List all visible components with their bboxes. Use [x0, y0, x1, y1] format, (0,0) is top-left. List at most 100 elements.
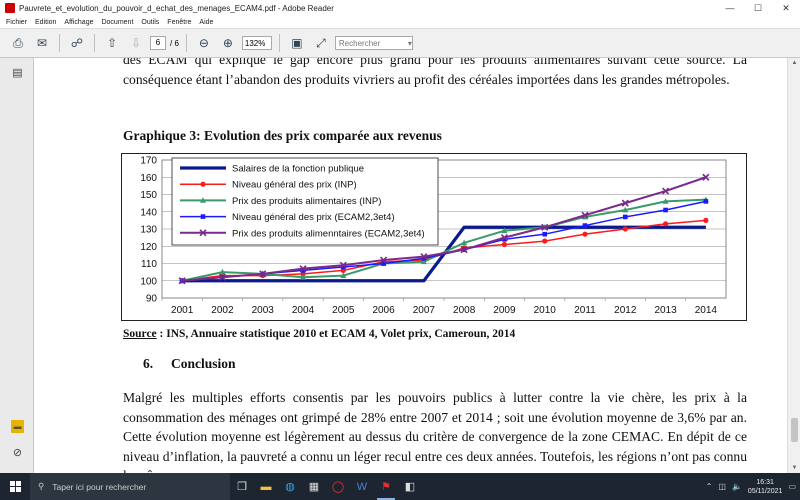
next-page-icon[interactable]: ⇩	[130, 36, 142, 50]
data-point-3	[381, 261, 386, 266]
data-point-4	[339, 261, 347, 269]
x-tick-label: 2014	[695, 305, 718, 316]
x-tick-label: 2001	[171, 305, 194, 316]
attachment-icon[interactable]: ⊘	[12, 447, 23, 459]
menu-outils[interactable]: Outils	[141, 18, 160, 26]
data-point-2	[300, 274, 306, 280]
toolbar-divider	[185, 34, 187, 52]
menu-fenetre[interactable]: Fenêtre	[167, 18, 192, 26]
y-tick-label: 170	[140, 156, 157, 167]
menu-edition[interactable]: Edition	[35, 18, 57, 26]
scroll-up-icon[interactable]: ▲	[791, 60, 798, 66]
menu-aide[interactable]: Aide	[199, 18, 214, 26]
volume-icon[interactable]: 🔈	[731, 482, 742, 491]
edge-icon[interactable]: ◍	[285, 481, 295, 493]
data-point-4	[581, 211, 589, 219]
word-icon[interactable]: W	[356, 480, 368, 493]
fit-width-icon[interactable]: ⤢	[316, 35, 326, 50]
x-tick-label: 2003	[252, 305, 275, 316]
title-bar: Pauvrete_et_evolution_du_pouvoir_d_echat…	[0, 0, 800, 16]
data-point-2	[420, 258, 427, 265]
search-input[interactable]: Rechercher ▾	[334, 36, 413, 50]
scroll-down-icon[interactable]: ▼	[791, 465, 798, 471]
notification-icon[interactable]: ▭	[788, 482, 796, 491]
taskbar-search-input[interactable]: ⚲ Taper ici pour rechercher	[30, 473, 230, 500]
page-number-input[interactable]: 6	[150, 36, 166, 50]
y-tick-label: 150	[140, 190, 157, 201]
data-point-4	[500, 234, 508, 242]
vertical-scrollbar[interactable]: ▲ ▼	[787, 58, 800, 473]
menu-fichier[interactable]: Fichier	[6, 18, 28, 26]
data-point-4	[259, 270, 267, 278]
y-tick-label: 110	[141, 259, 157, 270]
data-point-1	[582, 231, 588, 237]
windows-start-icon[interactable]	[0, 473, 30, 500]
data-point-4	[299, 265, 307, 273]
adobe-reader-taskbar-icon[interactable]: ⚑	[374, 473, 398, 500]
data-point-3	[582, 223, 588, 228]
data-point-3	[300, 268, 306, 273]
review-icon[interactable]: ☍	[70, 36, 84, 50]
data-point-2	[340, 272, 347, 278]
paragraph-top: des ECAM qui explique le gap encore plus…	[123, 58, 747, 87]
fit-page-icon[interactable]: ▣	[291, 36, 303, 50]
clock-date: 05/11/2021	[747, 487, 783, 495]
y-tick-label: 90	[146, 294, 158, 305]
maximize-button[interactable]: ☐	[753, 2, 763, 13]
window-title: Pauvrete_et_evolution_du_pouvoir_d_echat…	[19, 3, 334, 13]
pages-icon[interactable]: ▤	[12, 67, 23, 79]
app-icon[interactable]: ◧	[404, 481, 416, 493]
data-point-4	[541, 223, 549, 231]
store-icon[interactable]: ▦	[308, 481, 320, 493]
print-icon[interactable]: ⎙	[13, 35, 23, 50]
data-point-3	[622, 214, 628, 220]
legend-entry: Prix des produits alimentaires (INP)	[232, 196, 381, 207]
toolbar: ⎙ ✉ ☍ ⇧ ⇩ 6 / 6 ⊖ ⊕ 132% ▣ ⤢ Rechercher ▾	[0, 28, 800, 58]
source-label: Source	[123, 328, 157, 340]
y-tick-label: 100	[140, 276, 157, 287]
x-tick-label: 2011	[574, 305, 596, 316]
comment-icon[interactable]: ▬	[11, 420, 24, 433]
share-icon[interactable]: ✉	[36, 36, 48, 50]
zoom-out-icon[interactable]: ⊖	[198, 36, 209, 50]
data-point-4	[420, 253, 428, 261]
file-explorer-icon[interactable]: ▬	[260, 480, 272, 493]
section-heading: 6. Conclusion	[143, 356, 236, 372]
section-title: Conclusion	[171, 356, 236, 371]
data-point-2	[501, 227, 508, 234]
system-tray: ⌃ ◫ 🔈 16:31 05/11/2021 ▭	[706, 478, 800, 496]
zoom-level-select[interactable]: 132%	[241, 36, 272, 50]
scrollbar-thumb[interactable]	[791, 418, 798, 442]
data-point-2	[219, 268, 226, 275]
data-point-3	[542, 231, 548, 237]
x-tick-label: 2005	[332, 305, 355, 316]
search-placeholder: Rechercher	[338, 38, 381, 48]
data-point-1	[542, 238, 548, 244]
section-number: 6.	[143, 356, 154, 371]
clock-time: 16:31	[756, 478, 774, 486]
x-tick-label: 2006	[372, 305, 395, 316]
navigation-panel: ▤ ▬ ⊘	[0, 58, 34, 473]
chevron-up-icon[interactable]: ⌃	[705, 482, 713, 491]
x-tick-label: 2013	[654, 305, 677, 316]
figure-source: Source : INS, Annuaire statistique 2010 …	[123, 328, 515, 340]
menu-document[interactable]: Document	[101, 18, 134, 26]
data-point-1	[662, 221, 669, 227]
zoom-in-icon[interactable]: ⊕	[222, 36, 233, 50]
data-point-2	[622, 206, 629, 213]
toolbar-divider	[94, 34, 95, 52]
previous-page-icon[interactable]: ⇧	[106, 36, 118, 50]
task-view-icon[interactable]: ❐	[237, 481, 247, 493]
opera-icon[interactable]: ◯	[331, 481, 345, 493]
data-point-1	[501, 241, 508, 248]
network-icon[interactable]: ◫	[718, 482, 726, 491]
chart-frame: 90 100 110 120 130 140 150 160 170 2001 2002 2003 20…	[121, 153, 747, 321]
data-point-3	[340, 264, 346, 270]
menu-affichage[interactable]: Affichage	[64, 18, 94, 26]
data-point-4	[662, 187, 670, 195]
minimize-button[interactable]: —	[725, 3, 735, 13]
data-point-4	[218, 273, 226, 281]
close-button[interactable]: ✕	[782, 2, 790, 13]
clock[interactable]: 16:31 05/11/2021	[748, 478, 783, 496]
data-point-2	[461, 239, 468, 246]
